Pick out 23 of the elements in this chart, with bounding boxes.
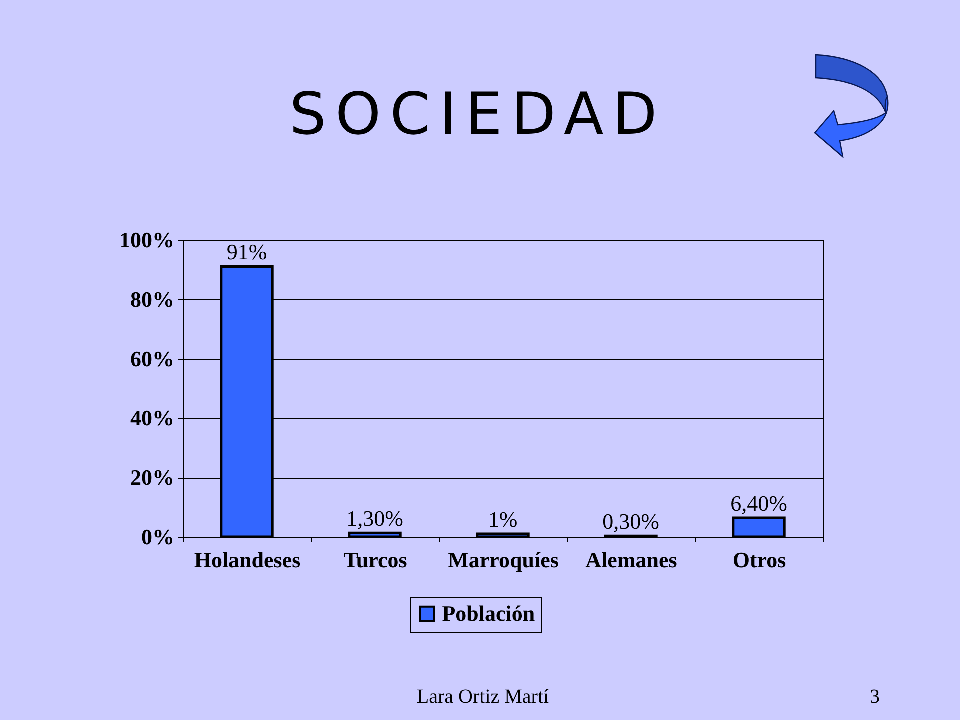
bar	[732, 516, 786, 538]
x-tick-label: Alemanes	[586, 548, 678, 572]
bar	[476, 532, 530, 538]
data-label: 91%	[226, 240, 268, 265]
chart-title: SOCIEDAD	[288, 80, 668, 148]
x-tick-label: Turcos	[344, 548, 408, 572]
x-tick-label: Holandeses	[194, 548, 302, 572]
y-tick-label: 20%	[130, 465, 174, 490]
data-label: 0,30%	[602, 509, 660, 534]
y-tick-label: 0%	[142, 524, 174, 550]
legend-label: Población	[442, 601, 536, 626]
y-tick-label: 60%	[130, 346, 174, 372]
y-tick-label: 40%	[130, 406, 174, 431]
x-tick-label: Otros	[732, 548, 787, 572]
y-tick-label: 100%	[120, 228, 174, 252]
x-tick-label: Marroquíes	[448, 548, 560, 572]
data-label: 1%	[488, 507, 518, 532]
data-label: 1,30%	[346, 506, 404, 532]
text: 3	[869, 686, 881, 709]
text: Lara Ortiz Martí	[416, 686, 550, 709]
data-label: 6,40%	[730, 490, 788, 516]
bar	[348, 532, 402, 538]
y-tick-label: 80%	[130, 286, 174, 312]
